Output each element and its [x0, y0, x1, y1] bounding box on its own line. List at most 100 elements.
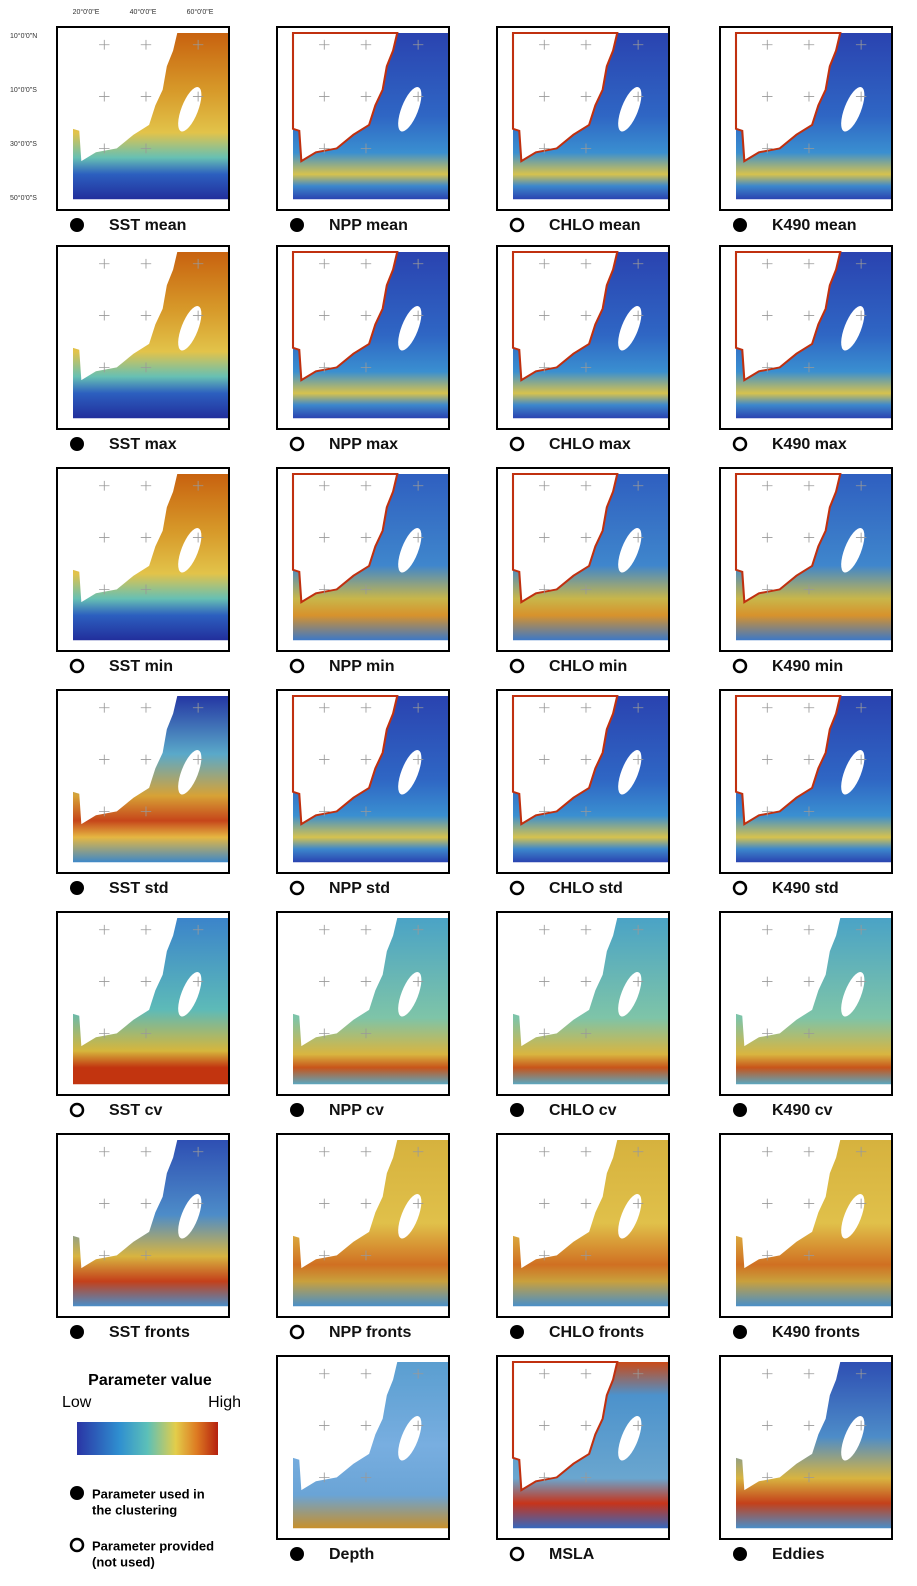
panel-label: SST min [109, 658, 173, 675]
panel-label: CHLO cv [549, 1102, 617, 1119]
not-used-symbol [511, 219, 523, 231]
panel-label: K490 min [772, 658, 843, 675]
panel-label: NPP max [329, 436, 398, 453]
map [513, 474, 669, 640]
map [736, 918, 892, 1084]
map [293, 474, 449, 640]
used-symbol [70, 881, 84, 895]
used-symbol [70, 437, 84, 451]
not-used-symbol [291, 660, 303, 672]
not-used-symbol [291, 438, 303, 450]
not-used-symbol [734, 882, 746, 894]
panel-label: SST std [109, 880, 169, 897]
used-symbol [733, 218, 747, 232]
map-panel [57, 27, 229, 210]
panel-label: Depth [329, 1546, 374, 1563]
not-used-symbol [71, 660, 83, 672]
legend-used-2: the clustering [92, 1502, 177, 1517]
panel-label: NPP std [329, 880, 390, 897]
map [293, 1362, 449, 1528]
used-symbol [70, 1325, 84, 1339]
map-panel [277, 690, 449, 873]
map [736, 252, 892, 418]
panel-label: NPP cv [329, 1102, 384, 1119]
panel-label: K490 std [772, 880, 839, 897]
map [73, 696, 229, 862]
panel-label: SST fronts [109, 1324, 190, 1341]
map-panel [720, 1134, 892, 1317]
used-symbol [733, 1103, 747, 1117]
legend-title: Parameter value [88, 1372, 212, 1389]
not-used-symbol [511, 1548, 523, 1560]
not-used-symbol [734, 438, 746, 450]
not-used-symbol [291, 882, 303, 894]
map-panel [57, 690, 229, 873]
legend-not-used-1: Parameter provided [92, 1538, 214, 1553]
map [293, 252, 449, 418]
panel-label: SST max [109, 436, 177, 453]
used-symbol [510, 1103, 524, 1117]
map-panel [720, 468, 892, 651]
map [513, 252, 669, 418]
map [736, 1140, 892, 1306]
used-symbol [290, 218, 304, 232]
map [293, 33, 449, 199]
panel-label: CHLO std [549, 880, 623, 897]
not-used-symbol [511, 438, 523, 450]
map-panel [497, 690, 669, 873]
left-axis-label: 50°0'0"S [10, 194, 37, 202]
map [736, 33, 892, 199]
used-symbol [510, 1325, 524, 1339]
legend-not-used-2: (not used) [92, 1554, 155, 1569]
used-symbol [70, 1486, 84, 1500]
top-axis-label: 60°0'0"E [187, 8, 214, 16]
map-panel [57, 1134, 229, 1317]
legend-low: Low [62, 1394, 92, 1411]
map [736, 474, 892, 640]
panel-label: SST mean [109, 217, 186, 234]
color-bar [77, 1422, 218, 1455]
map [293, 1140, 449, 1306]
left-axis-label: 30°0'0"S [10, 140, 37, 148]
panel-label: K490 fronts [772, 1324, 860, 1341]
map-panel [277, 27, 449, 210]
map-panel [277, 912, 449, 1095]
map [513, 33, 669, 199]
panel-label: K490 cv [772, 1102, 833, 1119]
panel-label: K490 mean [772, 217, 857, 234]
map-panel [720, 1356, 892, 1539]
map [293, 696, 449, 862]
map-panel [277, 468, 449, 651]
map-panel [497, 1134, 669, 1317]
not-used-symbol [291, 1326, 303, 1338]
not-used-symbol [734, 660, 746, 672]
panel-label: NPP min [329, 658, 395, 675]
legend-high: High [208, 1394, 241, 1411]
map-panel [720, 246, 892, 429]
map-panel [277, 1134, 449, 1317]
panel-label: CHLO max [549, 436, 631, 453]
legend-used-1: Parameter used in [92, 1486, 205, 1501]
panel-label: SST cv [109, 1102, 162, 1119]
top-axis-label: 40°0'0"E [130, 8, 157, 16]
map [293, 918, 449, 1084]
left-axis-label: 10°0'0"S [10, 86, 37, 94]
map-panel [57, 246, 229, 429]
map-panel [497, 1356, 669, 1539]
top-axis-label: 20°0'0"E [73, 8, 100, 16]
map-panel [720, 690, 892, 873]
map-panel [277, 246, 449, 429]
map-panel [57, 468, 229, 651]
map [73, 918, 229, 1084]
map [513, 696, 669, 862]
used-symbol [733, 1547, 747, 1561]
map [513, 1362, 669, 1528]
not-used-symbol [511, 882, 523, 894]
legend: Parameter value Low High Parameter used … [62, 1372, 241, 1569]
not-used-symbol [71, 1539, 83, 1551]
panel-label: MSLA [549, 1546, 595, 1563]
not-used-symbol [71, 1104, 83, 1116]
panel-label: NPP mean [329, 217, 408, 234]
map [513, 1140, 669, 1306]
map [513, 918, 669, 1084]
